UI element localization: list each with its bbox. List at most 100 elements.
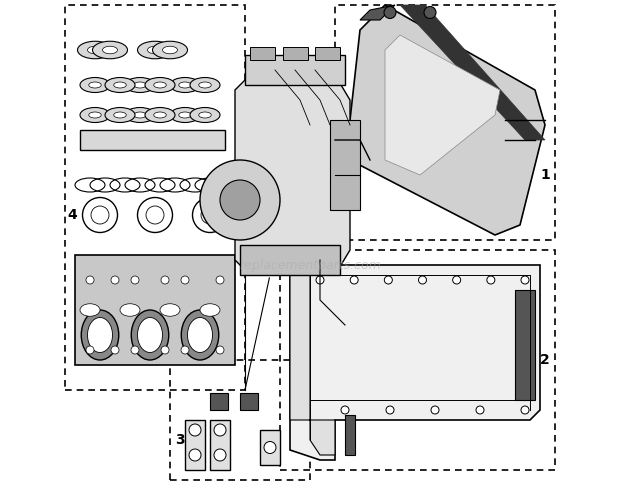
Circle shape (86, 276, 94, 284)
Polygon shape (235, 75, 350, 275)
Bar (260, 430, 280, 465)
Ellipse shape (200, 304, 220, 316)
Bar (210, 420, 230, 470)
Ellipse shape (80, 304, 100, 316)
Ellipse shape (162, 46, 177, 54)
Circle shape (216, 276, 224, 284)
Bar (345, 415, 355, 455)
Circle shape (521, 276, 529, 284)
Ellipse shape (105, 78, 135, 92)
Text: 4: 4 (68, 208, 78, 222)
Ellipse shape (120, 304, 140, 316)
Circle shape (181, 276, 189, 284)
Polygon shape (360, 5, 395, 20)
Ellipse shape (105, 108, 135, 122)
Circle shape (476, 406, 484, 414)
Circle shape (214, 449, 226, 461)
Ellipse shape (170, 78, 200, 92)
Ellipse shape (190, 108, 220, 122)
Bar (283, 48, 308, 60)
Circle shape (220, 180, 260, 220)
Circle shape (161, 346, 169, 354)
Circle shape (181, 346, 189, 354)
Bar (80, 130, 225, 150)
Ellipse shape (125, 78, 155, 92)
Ellipse shape (199, 82, 211, 88)
Polygon shape (290, 265, 335, 455)
Ellipse shape (199, 112, 211, 118)
Bar (250, 48, 275, 60)
Bar (240, 245, 340, 275)
Circle shape (386, 406, 394, 414)
Text: 3: 3 (175, 433, 185, 447)
Ellipse shape (134, 82, 146, 88)
Text: replacementparts.com: replacementparts.com (239, 258, 381, 272)
Ellipse shape (154, 82, 166, 88)
Ellipse shape (179, 82, 191, 88)
Circle shape (111, 276, 119, 284)
Ellipse shape (153, 42, 187, 58)
Ellipse shape (170, 108, 200, 122)
Ellipse shape (89, 112, 101, 118)
Circle shape (189, 424, 201, 436)
Ellipse shape (81, 310, 119, 360)
Circle shape (431, 406, 439, 414)
Bar (210, 392, 228, 410)
Ellipse shape (145, 108, 175, 122)
Ellipse shape (89, 82, 101, 88)
Ellipse shape (181, 310, 219, 360)
Ellipse shape (80, 78, 110, 92)
Ellipse shape (179, 112, 191, 118)
Circle shape (384, 6, 396, 18)
Ellipse shape (138, 318, 162, 352)
Ellipse shape (187, 318, 213, 352)
Circle shape (200, 160, 280, 240)
Circle shape (131, 276, 139, 284)
Text: 1: 1 (540, 168, 550, 182)
Circle shape (111, 346, 119, 354)
Circle shape (453, 276, 461, 284)
Circle shape (189, 449, 201, 461)
Bar (170, 360, 310, 480)
Bar (65, 5, 245, 390)
Circle shape (418, 276, 427, 284)
Circle shape (264, 442, 276, 454)
Ellipse shape (113, 82, 126, 88)
Circle shape (214, 424, 226, 436)
Ellipse shape (138, 42, 172, 58)
Ellipse shape (78, 42, 112, 58)
Ellipse shape (190, 78, 220, 92)
Polygon shape (400, 5, 545, 140)
Text: 2: 2 (540, 353, 550, 367)
Circle shape (384, 276, 392, 284)
Ellipse shape (92, 42, 128, 58)
Ellipse shape (148, 46, 162, 54)
Polygon shape (385, 35, 500, 175)
Circle shape (424, 6, 436, 18)
Circle shape (216, 346, 224, 354)
Ellipse shape (80, 108, 110, 122)
Circle shape (131, 346, 139, 354)
Polygon shape (350, 5, 545, 235)
Polygon shape (290, 265, 540, 460)
Circle shape (350, 276, 358, 284)
Ellipse shape (134, 112, 146, 118)
Ellipse shape (125, 108, 155, 122)
Bar (315, 48, 340, 60)
Ellipse shape (87, 318, 112, 352)
Ellipse shape (145, 78, 175, 92)
Bar (240, 392, 257, 410)
Bar (330, 120, 360, 210)
Bar (335, 5, 555, 240)
Circle shape (86, 346, 94, 354)
Circle shape (341, 406, 349, 414)
Ellipse shape (113, 112, 126, 118)
Circle shape (487, 276, 495, 284)
Circle shape (161, 276, 169, 284)
Circle shape (521, 406, 529, 414)
Bar (75, 255, 235, 365)
Ellipse shape (102, 46, 118, 54)
Ellipse shape (87, 46, 102, 54)
Ellipse shape (131, 310, 169, 360)
Bar (245, 55, 345, 85)
